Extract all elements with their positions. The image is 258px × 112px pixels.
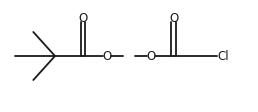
Text: O: O <box>78 12 88 25</box>
Text: Cl: Cl <box>217 50 229 62</box>
Text: O: O <box>146 50 155 62</box>
Text: O: O <box>169 12 178 25</box>
Text: O: O <box>103 50 112 62</box>
